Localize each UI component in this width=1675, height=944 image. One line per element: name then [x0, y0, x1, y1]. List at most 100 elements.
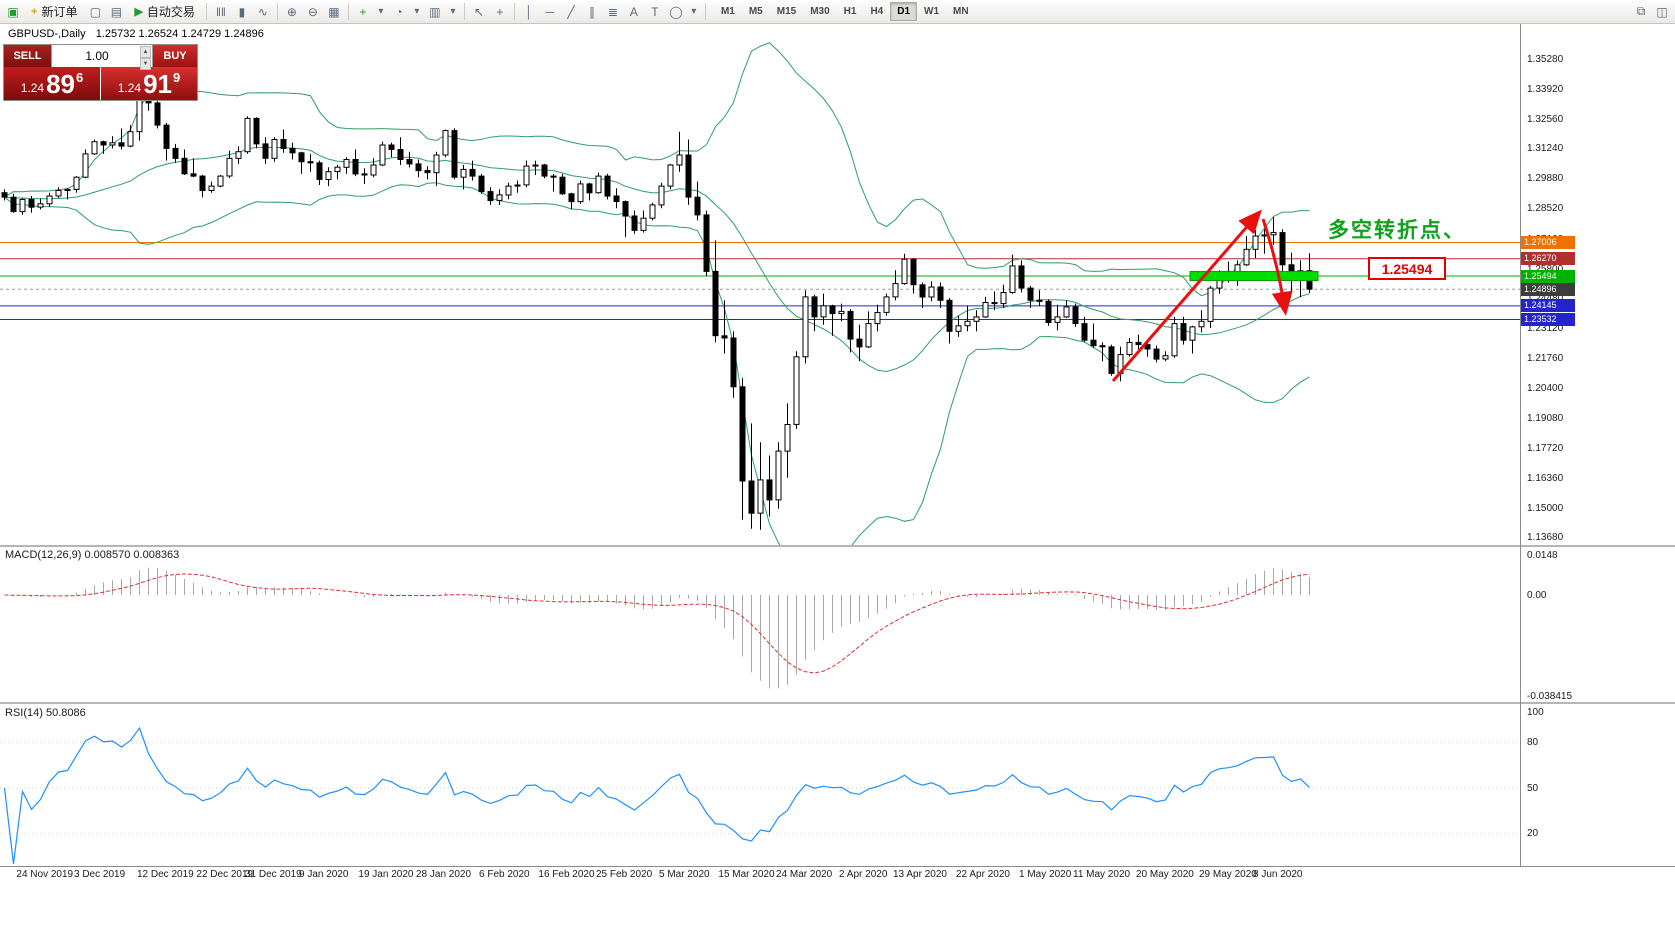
- zoom-out-icon[interactable]: ⊖: [307, 4, 318, 19]
- dropdown-arrow-icon[interactable]: ▾: [414, 6, 420, 17]
- toolbar-separator: [513, 3, 515, 20]
- new-order-icon: +: [31, 5, 38, 18]
- price-axis-label: 1.23120: [1527, 323, 1564, 335]
- spinner-up-icon[interactable]: ▲: [140, 46, 151, 58]
- price-axis-label: 1.17720: [1527, 442, 1564, 454]
- support-band[interactable]: [1189, 271, 1319, 281]
- time-axis-label: 24 Mar 2020: [776, 869, 833, 880]
- app-chart-icon: ▣: [7, 4, 19, 19]
- timeframe-m30[interactable]: M30: [803, 2, 836, 21]
- buy-price-button[interactable]: 1.24 91 9: [101, 67, 197, 100]
- time-axis-label: 19 Jan 2020: [358, 869, 414, 880]
- candle-chart-icon[interactable]: ▮: [238, 4, 246, 19]
- chart-header: GBPUSD-,Daily 1.25732 1.26524 1.24729 1.…: [8, 28, 264, 40]
- price-axis-label: 1.31240: [1527, 143, 1564, 155]
- rsi-line: [3, 726, 1310, 864]
- timeframe-h1[interactable]: H1: [837, 2, 864, 21]
- toolbar: ▣ + 新订单 ▢ ▤ ▶ 自动交易 ‖‖ ▮ ∿ ⊕ ⊖ ▦ + ▾ ◔ ▾ …: [0, 0, 1675, 24]
- dropdown-arrow-icon[interactable]: ▾: [450, 6, 456, 17]
- indicators-icon[interactable]: +: [359, 4, 367, 19]
- level-price-box[interactable]: 1.25494: [1368, 257, 1446, 280]
- sell-price-prefix: 1.24: [20, 81, 45, 95]
- volume-spinner: ▲ ▼: [140, 46, 151, 70]
- new-window-icon[interactable]: ⧉: [1636, 4, 1646, 18]
- rsi-layer: [0, 726, 1520, 864]
- time-axis-label: 15 Mar 2020: [718, 869, 775, 880]
- level-price-tag: 1.25494: [1521, 269, 1575, 283]
- cursor-icon[interactable]: ↖: [473, 4, 484, 19]
- fibonacci-tool-icon[interactable]: ≣: [607, 4, 618, 19]
- spinner-down-icon[interactable]: ▼: [140, 58, 151, 70]
- price-axis-label: 1.32560: [1527, 113, 1564, 125]
- price-axis-label: 1.20400: [1527, 383, 1564, 395]
- bar-chart-icon[interactable]: ‖‖: [215, 4, 226, 19]
- timeframe-d1[interactable]: D1: [890, 2, 918, 21]
- new-order-button[interactable]: + 新订单: [24, 2, 84, 22]
- time-axis-label: 11 May 2020: [1073, 869, 1131, 880]
- arrange-windows-icon[interactable]: ◫: [1656, 4, 1668, 19]
- zoom-in-icon[interactable]: ⊕: [286, 4, 297, 19]
- current-price-tag: 1.24896: [1521, 282, 1575, 296]
- buy-button[interactable]: BUY: [153, 45, 197, 67]
- buy-price-sup: 9: [173, 70, 181, 85]
- timeframe-mn[interactable]: MN: [946, 2, 976, 21]
- templates-icon[interactable]: ▥: [429, 4, 441, 19]
- level-price-tag: 1.24145: [1521, 299, 1575, 313]
- macd-signal-line: [4, 573, 1310, 674]
- auto-trading-button[interactable]: ▶ 自动交易: [127, 2, 201, 22]
- panel-separator[interactable]: [0, 545, 1675, 547]
- profiles-icon[interactable]: ▤: [110, 4, 123, 19]
- price-axis-label: 1.29880: [1527, 173, 1564, 185]
- crosshair-icon[interactable]: +: [496, 4, 504, 19]
- rsi-label: RSI(14) 50.8086: [5, 707, 86, 719]
- trendline-tool-icon[interactable]: ╱: [567, 4, 575, 19]
- macd-axis-label: -0.038415: [1527, 690, 1573, 702]
- tile-windows-icon[interactable]: ▦: [328, 4, 340, 19]
- time-axis-label: 5 Mar 2020: [659, 869, 710, 880]
- shapes-tool-icon[interactable]: ◯: [669, 4, 683, 19]
- horizontal-line-tool-icon[interactable]: ─: [545, 4, 555, 19]
- label-tool-icon[interactable]: T: [651, 4, 659, 19]
- timeframe-m5[interactable]: M5: [742, 2, 770, 21]
- sell-price-button[interactable]: 1.24 89 6: [4, 67, 101, 100]
- symbol-period-label: GBPUSD-,Daily: [8, 28, 86, 40]
- macd-axis-label: 0.0148: [1527, 550, 1558, 562]
- periods-icon[interactable]: ◔: [395, 4, 403, 19]
- sell-price-sup: 6: [76, 70, 84, 85]
- vertical-line-tool-icon[interactable]: │: [525, 4, 533, 19]
- volume-input[interactable]: [52, 45, 152, 67]
- time-axis-label: 29 May 2020: [1199, 869, 1257, 880]
- timeframe-m15[interactable]: M15: [770, 2, 803, 21]
- timeframe-m1[interactable]: M1: [714, 2, 742, 21]
- timeframe-w1[interactable]: W1: [917, 2, 946, 21]
- price-axis-label: 1.24480: [1527, 293, 1563, 304]
- up-trend-arrow[interactable]: [1111, 209, 1262, 382]
- toolbar-separator: [205, 3, 207, 20]
- sell-button[interactable]: SELL: [4, 45, 51, 67]
- down-trend-arrow[interactable]: [1261, 218, 1293, 316]
- dropdown-arrow-icon[interactable]: ▾: [691, 6, 697, 17]
- time-axis-label: 8 Jun 2020: [1253, 869, 1303, 880]
- time-axis-label: 13 Apr 2020: [893, 869, 947, 880]
- macd-axis-label: 0.00: [1527, 589, 1547, 601]
- time-scale-border: [0, 866, 1675, 867]
- text-tool-icon[interactable]: A: [629, 4, 638, 19]
- dropdown-arrow-icon[interactable]: ▾: [378, 6, 384, 17]
- timeframe-h4[interactable]: H4: [863, 2, 890, 21]
- line-chart-icon[interactable]: ∿: [257, 4, 268, 19]
- toolbar-separator: [704, 3, 706, 20]
- time-axis-label: 9 Jan 2020: [299, 869, 349, 880]
- panel-separator[interactable]: [0, 702, 1675, 704]
- price-axis-label: 1.35280: [1527, 53, 1564, 65]
- level-price-tag: 1.26270: [1521, 252, 1575, 266]
- time-axis-label: 20 May 2020: [1136, 869, 1194, 880]
- price-axis-label: 1.16360: [1527, 473, 1564, 485]
- chart-window-icon[interactable]: ▢: [89, 4, 102, 19]
- turning-point-annotation[interactable]: 多空转折点、: [1328, 219, 1466, 242]
- price-axis-label: 1.33920: [1527, 83, 1564, 95]
- timeframe-group: M1 M5 M15 M30 H1 H4 D1 W1 MN: [714, 2, 976, 21]
- time-axis-label: 31 Dec 2019: [245, 869, 302, 880]
- channel-tool-icon[interactable]: ∥: [588, 4, 595, 19]
